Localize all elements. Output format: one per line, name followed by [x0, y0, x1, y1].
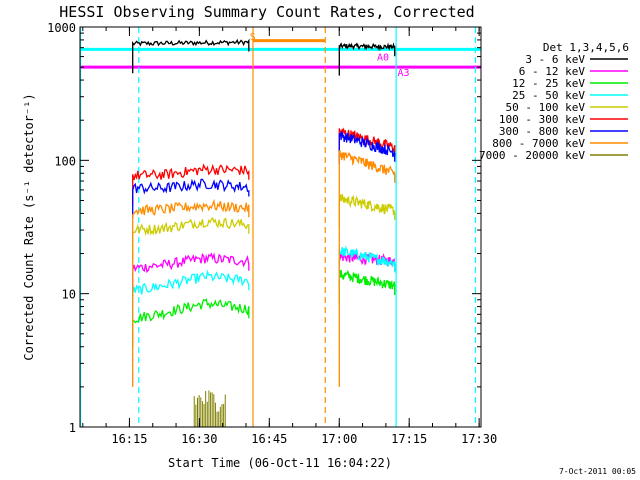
x-tick-label: 16:30 [181, 432, 217, 446]
legend-label: 3 - 6 keV [525, 53, 585, 66]
series-line [338, 194, 396, 228]
y-tick-label: 1 [69, 421, 76, 435]
y-tick-label: 1000 [47, 21, 76, 35]
plot-frame [79, 26, 482, 428]
legend-label: 7000 - 20000 keV [479, 149, 585, 162]
marker-annotation: A3 [398, 68, 410, 79]
y-tick-label: 100 [54, 154, 76, 168]
plot-area: S A0 A3 16:15 16:30 16:45 17:00 17:15 17:30 1 10 10… [47, 21, 497, 446]
series-line [338, 245, 396, 281]
legend-label: 50 - 100 keV [506, 101, 586, 114]
y-axis-label: Corrected Count Rate (s⁻¹ detector⁻¹) [22, 93, 36, 360]
series-line [338, 42, 396, 76]
legend-label: 100 - 300 keV [499, 113, 585, 126]
chart-title: HESSI Observing Summary Count Rates, Cor… [59, 3, 474, 21]
series-line [338, 269, 396, 304]
series-line [338, 131, 396, 165]
x-tick-label: 16:45 [251, 432, 287, 446]
series-line [132, 298, 250, 349]
series-line [132, 198, 250, 387]
series-line [132, 178, 250, 218]
legend-label: 300 - 800 keV [499, 125, 585, 138]
series-line [132, 252, 250, 298]
series-line [132, 38, 250, 74]
x-axis-label: Start Time (06-Oct-11 16:04:22) [168, 456, 392, 470]
legend-label: 25 - 50 keV [512, 89, 585, 102]
series-line [338, 150, 396, 387]
series-line [132, 163, 250, 205]
series-line [132, 269, 250, 321]
x-tick-label: 17:00 [321, 432, 357, 446]
marker-annotation: A0 [377, 53, 389, 64]
x-tick-label: 17:15 [391, 432, 427, 446]
x-tick-label: 16:15 [111, 432, 147, 446]
footer-date: 7-Oct-2011 00:05 [559, 467, 636, 476]
y-tick-label: 10 [62, 288, 76, 302]
legend-title: Det 1,3,4,5,6 [543, 41, 629, 54]
legend-label: 6 - 12 keV [519, 65, 586, 78]
legend-label: 800 - 7000 keV [492, 137, 585, 150]
x-tick-label: 17:30 [461, 432, 497, 446]
legend-label: 12 - 25 keV [512, 77, 585, 90]
marker-annotation: S [250, 32, 256, 43]
series-line [132, 217, 250, 260]
